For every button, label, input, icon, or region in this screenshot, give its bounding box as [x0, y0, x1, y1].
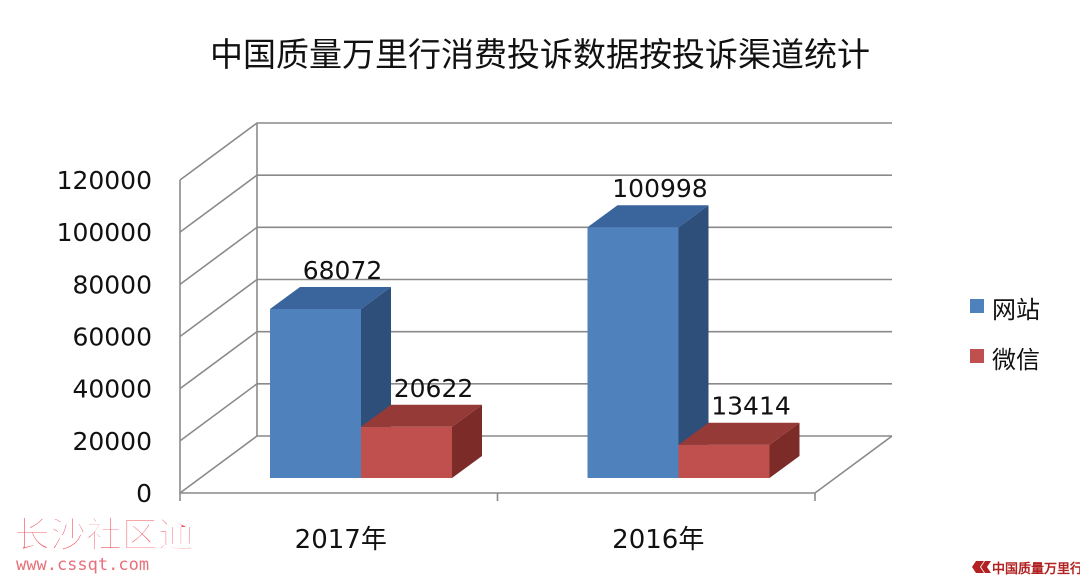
y-tick-label: 20000: [72, 427, 152, 456]
bar-front: [270, 308, 361, 478]
axes: 0 20000 40000 60000 80000 100000 120000 2017年 20…: [57, 166, 816, 555]
watermark-url: www.cssqt.com: [16, 555, 149, 575]
y-tick-label: 60000: [72, 323, 152, 352]
bar-top: [678, 422, 800, 445]
watermark-site-name: 长沙社区通: [14, 515, 194, 556]
y-tick-label: 40000: [72, 375, 152, 404]
bar-side: [452, 404, 482, 478]
bar-top: [270, 286, 391, 309]
gridline: [179, 122, 892, 181]
watermark-logo: 长沙社区通 www.cssqt.com: [14, 515, 195, 576]
gridlines: [179, 122, 893, 494]
gridline: [179, 174, 892, 233]
legend-label: 微信: [992, 346, 1040, 374]
brand-chevron-icon: [972, 561, 991, 573]
y-tick-label: 100000: [57, 218, 152, 247]
bar-side: [769, 422, 800, 478]
brand-name: 中国质量万里行: [992, 561, 1080, 577]
brand-logo: 中国质量万里行: [972, 561, 1080, 577]
gridline: [179, 226, 892, 285]
data-label: 100998: [612, 174, 707, 203]
legend-swatch: [970, 349, 984, 363]
data-label: 20622: [394, 374, 474, 403]
y-tick-label: 80000: [72, 270, 152, 299]
bar-front: [678, 444, 770, 478]
y-tick-label: 0: [136, 479, 152, 508]
legend-label: 网站: [992, 296, 1040, 324]
bar-side: [678, 205, 709, 478]
bars: [270, 205, 800, 478]
x-tick-label: 2016年: [612, 525, 704, 555]
legend-swatch: [970, 299, 984, 313]
chart-title: 中国质量万里行消费投诉数据按投诉渠道统计: [210, 35, 870, 74]
y-tick-label: 120000: [57, 166, 152, 195]
bar-top: [361, 404, 482, 427]
bar-front: [361, 426, 452, 478]
bar-front: [587, 227, 679, 478]
x-tick-label: 2017年: [295, 525, 387, 555]
data-labels: 68072 20622 100998 13414: [303, 174, 791, 421]
bar-top: [587, 205, 709, 228]
data-label: 13414: [711, 392, 791, 421]
data-label: 68072: [303, 256, 383, 285]
